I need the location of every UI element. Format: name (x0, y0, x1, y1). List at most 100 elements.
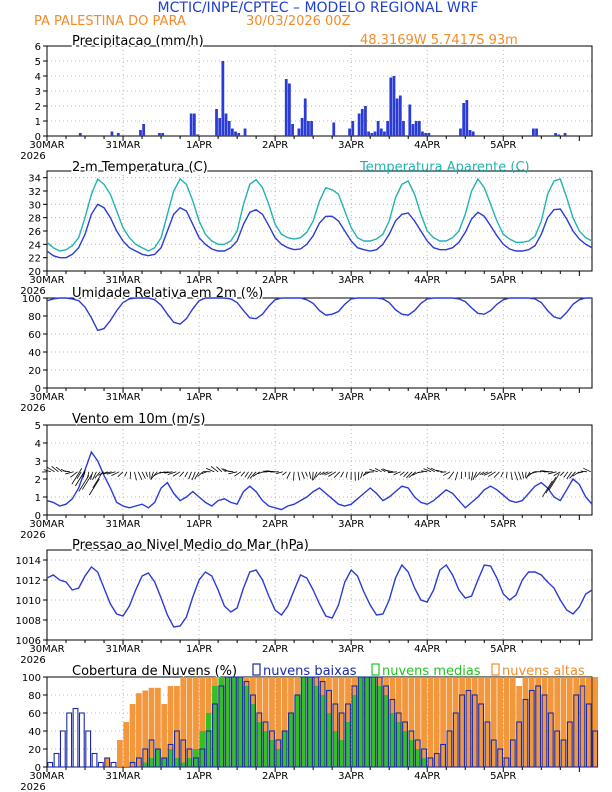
y-tick-label: 0 (35, 763, 41, 774)
panel-frame (46, 676, 593, 768)
cloud-bar-mid (250, 704, 256, 767)
cloud-bar-mid (155, 749, 161, 767)
cloud-bar-high (579, 677, 586, 767)
precip-bar (424, 133, 428, 136)
precip-bar (139, 130, 142, 136)
y-tick-label: 60 (28, 709, 41, 720)
cloud-bar-high (465, 677, 472, 767)
cloud-bar-high (129, 704, 136, 767)
cloud-bar-low (535, 685, 542, 768)
wind-arrow (393, 471, 401, 476)
wind-speed-line (46, 450, 593, 511)
y-tick-label: 20 (28, 267, 41, 278)
wind-arrow (124, 471, 128, 477)
cloud-bar-high (573, 677, 580, 767)
cloud-bar-low (490, 739, 497, 768)
cloud-bar-high (471, 677, 478, 767)
precip-bar (78, 133, 82, 136)
wind-arrow (333, 471, 341, 478)
cloud-bar-low (440, 743, 446, 768)
wind-arrow (102, 471, 108, 475)
precip-bar (392, 76, 396, 136)
cloud-bar-low (471, 694, 478, 768)
x-tick-label: 2APR (262, 771, 288, 782)
cloud-bar-mid (174, 758, 180, 767)
wind-arrow (150, 471, 154, 481)
wind-arrow (483, 471, 493, 476)
precip-bar (351, 121, 355, 136)
cloud-bar-high (490, 677, 497, 767)
wind-arrow (553, 471, 561, 476)
cloud-bar-mid (269, 740, 275, 767)
legend-label: nuvens altas (502, 664, 585, 679)
cloud-bar-high (535, 677, 542, 767)
y-tick-label: 22 (28, 254, 41, 265)
x-tick-label: 30MAR (29, 140, 64, 151)
cloud-bar-low (167, 743, 174, 768)
cloud-bar-low (383, 685, 389, 768)
wind-arrow (71, 467, 83, 485)
x-tick-label: 30MAR (29, 519, 64, 530)
cloud-bar-low (59, 730, 66, 768)
cloud-bar-mid (357, 677, 364, 767)
wind-arrow (88, 478, 100, 496)
wind-arrow (75, 469, 86, 487)
y-tick-label: 100 (22, 294, 41, 305)
precip-bar (297, 128, 301, 136)
cloud-bar-high (541, 677, 548, 767)
cloud-bar-low (357, 676, 364, 768)
y-tick-label: 1014 (16, 556, 41, 567)
cloud-bar-mid (383, 695, 389, 767)
precip-bar (462, 103, 466, 136)
y-tick-label: 26 (28, 227, 41, 238)
cloud-bar-high (332, 677, 339, 767)
precip-bar (218, 118, 222, 136)
cloud-bar-mid (319, 695, 326, 767)
cloud-bar-low (269, 730, 275, 768)
wind-arrow (305, 471, 308, 477)
wind-arrow (545, 476, 557, 494)
wind-arrow (328, 471, 337, 477)
cloud-bar-low (47, 761, 54, 768)
x-axis-year: 2026 (20, 655, 45, 666)
cloud-bar-mid (262, 731, 269, 767)
x-tick-label: 1APR (186, 140, 212, 151)
cloud-bar-low (560, 739, 567, 768)
y-tick-label: 4 (35, 439, 41, 450)
cloud-bar-mid (281, 731, 288, 767)
precip-bar (468, 130, 472, 136)
y-tick-label: 0 (35, 132, 41, 143)
y-tick-label: 1 (35, 117, 41, 128)
wind-arrow (65, 471, 74, 475)
wind-arrow (129, 471, 132, 480)
wind-arrow (308, 471, 312, 479)
wind-arrow (81, 473, 93, 490)
wind-arrow (566, 471, 573, 480)
cloud-bar-high (104, 758, 111, 767)
precip-bar (332, 122, 336, 136)
cloud-bar-low (427, 757, 434, 768)
wind-arrow (569, 471, 576, 479)
y-tick-label: 80 (28, 312, 41, 323)
y-tick-label: 20 (28, 745, 41, 756)
wind-arrow (387, 471, 397, 474)
wind-arrow (145, 471, 148, 478)
precip-bar (465, 100, 469, 136)
precip-bar (373, 131, 377, 136)
cloud-bar-low (85, 730, 92, 768)
x-tick-label: 4APR (414, 771, 440, 782)
cloud-bar-low (275, 739, 282, 768)
precip-bar (237, 133, 241, 136)
wind-arrow (580, 470, 587, 473)
wind-arrow (454, 471, 459, 481)
cloud-bar-low (579, 685, 586, 768)
cloud-bar-high (440, 677, 446, 767)
cloud-bar-high (522, 677, 529, 767)
wind-arrow (117, 471, 124, 477)
x-tick-label: 5APR (490, 519, 516, 530)
cloud-bar-low (307, 676, 313, 768)
x-tick-label: 1APR (186, 519, 212, 530)
wind-arrow (500, 471, 504, 478)
precip-bar (224, 113, 228, 136)
precip-bar (230, 128, 234, 136)
